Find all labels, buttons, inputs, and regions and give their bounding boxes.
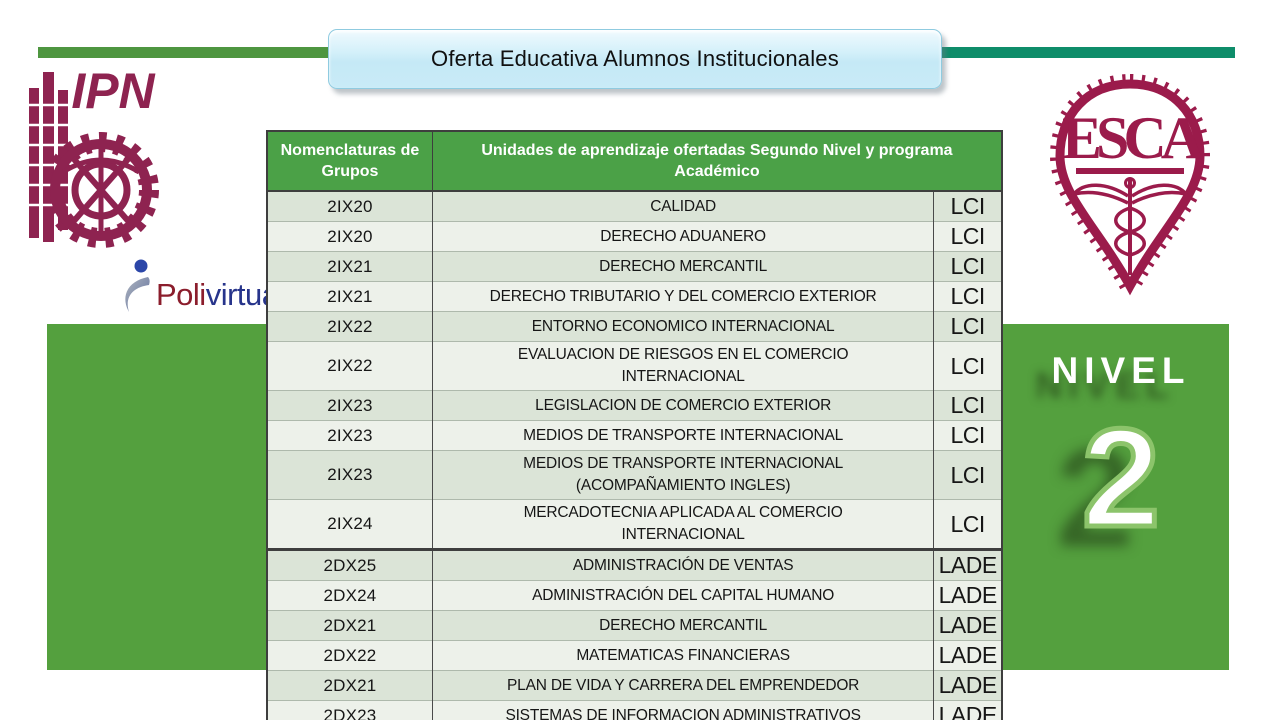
group-code-cell: 2DX24 xyxy=(266,580,433,611)
program-cell: LADE xyxy=(933,580,1003,611)
table-row: 2DX24 ADMINISTRACIÓN DEL CAPITAL HUMANO … xyxy=(266,580,1003,611)
program-cell: LADE xyxy=(933,670,1003,701)
table-row: 2IX22 ENTORNO ECONOMICO INTERNACIONAL LC… xyxy=(266,311,1003,342)
subject-cell: DERECHO MERCANTIL xyxy=(431,251,935,282)
subject-cell: CALIDAD xyxy=(431,190,935,222)
group-code-cell: 2DX22 xyxy=(266,640,433,671)
course-offer-table: Nomenclaturas de Grupos Unidades de apre… xyxy=(266,130,1003,720)
table-row: 2IX24 MERCADOTECNIA APLICADA AL COMERCIO… xyxy=(266,499,1003,550)
esca-logo-icon: ESCA xyxy=(1049,73,1211,300)
subject-cell: SISTEMAS DE INFORMACION ADMINISTRATIVOS xyxy=(431,700,935,720)
program-cell: LCI xyxy=(933,450,1003,500)
slide-title-box: Oferta Educativa Alumnos Institucionales xyxy=(328,29,942,89)
program-cell: LCI xyxy=(933,281,1003,312)
ipn-logo-icon: IPN xyxy=(29,63,159,248)
program-cell: LADE xyxy=(933,640,1003,671)
top-accent-bar-right xyxy=(938,47,1235,58)
group-code-cell: 2DX23 xyxy=(266,700,433,720)
group-code-cell: 2IX21 xyxy=(266,281,433,312)
table-row: 2DX25 ADMINISTRACIÓN DE VENTAS LADE xyxy=(266,548,1003,581)
group-code-cell: 2IX23 xyxy=(266,420,433,451)
ipn-gear-icon xyxy=(43,132,159,248)
table-row: 2IX21 DERECHO MERCANTIL LCI xyxy=(266,251,1003,282)
table-row: 2IX21 DERECHO TRIBUTARIO Y DEL COMERCIO … xyxy=(266,281,1003,312)
program-cell: LCI xyxy=(933,390,1003,421)
esca-caduceus-icon xyxy=(1069,177,1191,275)
program-cell: LCI xyxy=(933,221,1003,252)
header-units: Unidades de aprendizaje ofertadas Segund… xyxy=(431,130,1003,192)
program-cell: LCI xyxy=(933,311,1003,342)
group-code-cell: 2IX21 xyxy=(266,251,433,282)
header-groups: Nomenclaturas de Grupos xyxy=(266,130,433,192)
group-code-cell: 2IX20 xyxy=(266,190,433,222)
polivirtual-swoosh-icon xyxy=(125,259,150,312)
group-code-cell: 2IX23 xyxy=(266,450,433,500)
subject-cell: MATEMATICAS FINANCIERAS xyxy=(431,640,935,671)
group-code-cell: 2DX21 xyxy=(266,670,433,701)
polivirtual-poli: Poli xyxy=(156,277,206,312)
subject-cell: MEDIOS DE TRANSPORTE INTERNACIONAL xyxy=(431,420,935,451)
table-row: 2IX23 LEGISLACION DE COMERCIO EXTERIOR L… xyxy=(266,390,1003,421)
table-row: 2IX20 CALIDAD LCI xyxy=(266,190,1003,222)
program-cell: LCI xyxy=(933,420,1003,451)
table-body: 2IX20 CALIDAD LCI 2IX20 DERECHO ADUANERO… xyxy=(266,190,1003,720)
group-code-cell: 2IX22 xyxy=(266,341,433,391)
esca-letters: ESCA xyxy=(1062,105,1204,171)
table-header-row: Nomenclaturas de Grupos Unidades de apre… xyxy=(266,130,1003,192)
table-row: 2DX23 SISTEMAS DE INFORMACION ADMINISTRA… xyxy=(266,700,1003,720)
table-row: 2IX22 EVALUACION DE RIESGOS EN EL COMERC… xyxy=(266,341,1003,391)
nivel-indicator: NIVEL 2 xyxy=(1012,350,1230,556)
subject-cell: EVALUACION DE RIESGOS EN EL COMERCIO INT… xyxy=(431,341,935,391)
ipn-letters: IPN xyxy=(71,63,155,119)
group-code-cell: 2IX22 xyxy=(266,311,433,342)
slide-title: Oferta Educativa Alumnos Institucionales xyxy=(431,46,839,71)
group-code-cell: 2DX21 xyxy=(266,610,433,641)
subject-cell: ENTORNO ECONOMICO INTERNACIONAL xyxy=(431,311,935,342)
subject-cell: ADMINISTRACIÓN DEL CAPITAL HUMANO xyxy=(431,580,935,611)
table-row: 2IX20 DERECHO ADUANERO LCI xyxy=(266,221,1003,252)
group-code-cell: 2IX20 xyxy=(266,221,433,252)
group-code-cell: 2DX25 xyxy=(266,548,433,581)
table-row: 2IX23 MEDIOS DE TRANSPORTE INTERNACIONAL… xyxy=(266,420,1003,451)
table-row: 2DX22 MATEMATICAS FINANCIERAS LADE xyxy=(266,640,1003,671)
table-row: 2DX21 DERECHO MERCANTIL LADE xyxy=(266,610,1003,641)
subject-cell: MERCADOTECNIA APLICADA AL COMERCIO INTER… xyxy=(431,499,935,550)
top-accent-bar-left xyxy=(38,47,330,58)
subject-cell: DERECHO TRIBUTARIO Y DEL COMERCIO EXTERI… xyxy=(431,281,935,312)
subject-cell: LEGISLACION DE COMERCIO EXTERIOR xyxy=(431,390,935,421)
subject-cell: DERECHO MERCANTIL xyxy=(431,610,935,641)
subject-cell: PLAN DE VIDA Y CARRERA DEL EMPRENDEDOR xyxy=(431,670,935,701)
program-cell: LCI xyxy=(933,251,1003,282)
program-cell: LADE xyxy=(933,610,1003,641)
program-cell: LCI xyxy=(933,190,1003,222)
program-cell: LADE xyxy=(933,548,1003,581)
subject-cell: DERECHO ADUANERO xyxy=(431,221,935,252)
table-row: 2IX23 MEDIOS DE TRANSPORTE INTERNACIONAL… xyxy=(266,450,1003,500)
nivel-number: 2 xyxy=(1080,399,1163,556)
group-code-cell: 2IX24 xyxy=(266,499,433,550)
table-row: 2DX21 PLAN DE VIDA Y CARRERA DEL EMPREND… xyxy=(266,670,1003,701)
subject-cell: ADMINISTRACIÓN DE VENTAS xyxy=(431,548,935,581)
group-code-cell: 2IX23 xyxy=(266,390,433,421)
program-cell: LCI xyxy=(933,499,1003,550)
subject-cell: MEDIOS DE TRANSPORTE INTERNACIONAL (ACOM… xyxy=(431,450,935,500)
program-cell: LCI xyxy=(933,341,1003,391)
nivel-label: NIVEL xyxy=(1051,350,1191,391)
polivirtual-logo: Polivirtual xyxy=(116,258,285,316)
program-cell: LADE xyxy=(933,700,1003,720)
